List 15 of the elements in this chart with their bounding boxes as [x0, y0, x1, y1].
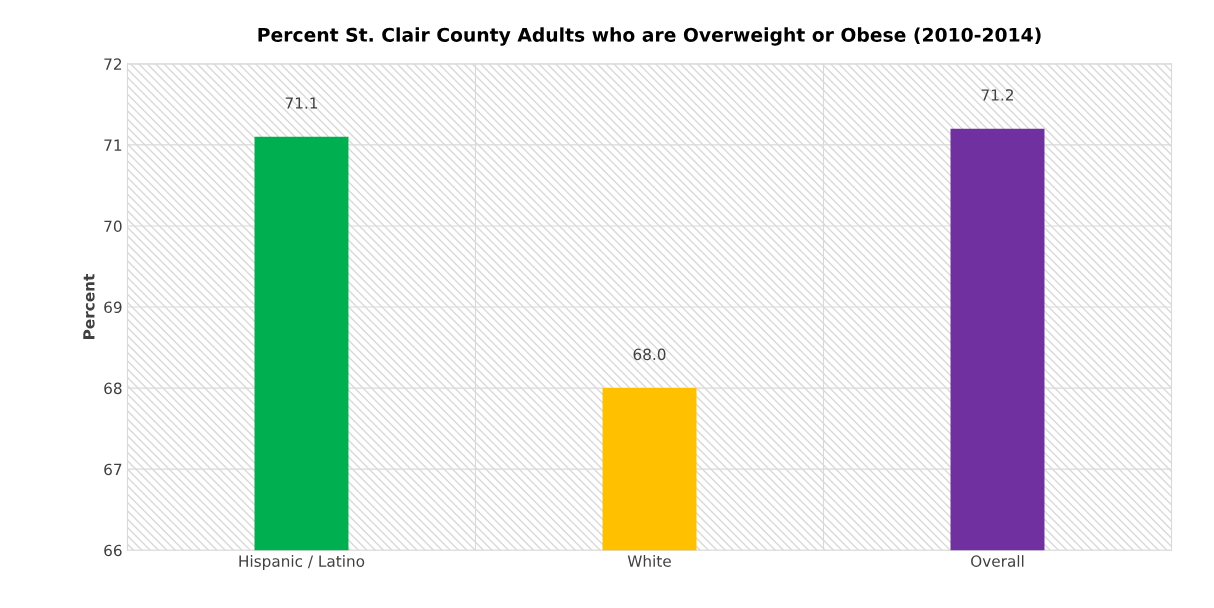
y-tick-label: 67	[104, 463, 122, 476]
y-tick-label: 68	[104, 382, 122, 395]
y-tick-label: 72	[104, 58, 122, 70]
x-tick-label: White	[627, 555, 671, 567]
y-tick-label: 66	[104, 544, 122, 557]
data-label: 71.1	[285, 97, 318, 109]
y-tick-label: 71	[104, 139, 122, 151]
y-tick-label: 69	[104, 301, 122, 314]
chart-title: Percent St. Clair County Adults who are Overweight or Obese (2010-2014)	[258, 27, 1041, 46]
y-axis-title: Percent	[83, 274, 95, 339]
y-tick-label: 70	[104, 220, 122, 232]
data-label: 71.2	[981, 89, 1013, 101]
x-tick-label: Hispanic / Latino	[239, 555, 365, 570]
data-label: 68.0	[633, 348, 666, 361]
x-tick-label: Overall	[971, 555, 1024, 567]
